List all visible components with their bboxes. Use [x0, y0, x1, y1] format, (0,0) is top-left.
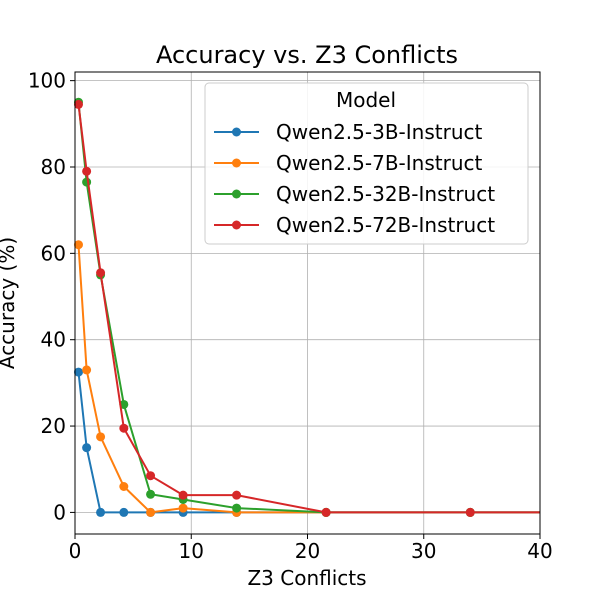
y-tick-label: 40	[41, 328, 66, 352]
chart-title: Accuracy vs. Z3 Conflicts	[156, 41, 458, 69]
y-tick-label: 100	[28, 69, 66, 93]
legend-marker	[232, 189, 241, 199]
x-tick-label: 40	[527, 539, 552, 563]
data-point	[82, 166, 92, 176]
data-point	[119, 482, 129, 492]
data-point	[178, 490, 188, 500]
data-point	[96, 507, 106, 517]
legend: Model Qwen2.5-3B-Instruct Qwen2.5-7B-Inst…	[204, 82, 529, 245]
legend-label: Qwen2.5-32B-Instruct	[276, 182, 495, 206]
legend-label: Qwen2.5-3B-Instruct	[276, 120, 482, 144]
data-point	[119, 507, 129, 517]
y-tick-label: 0	[53, 500, 66, 524]
data-point	[73, 367, 83, 377]
y-tick-label: 60	[41, 241, 66, 265]
data-point	[73, 240, 83, 250]
legend-label: Qwen2.5-72B-Instruct	[276, 213, 495, 237]
legend-label: Qwen2.5-7B-Instruct	[276, 151, 482, 175]
data-point	[96, 268, 106, 278]
data-point	[82, 443, 92, 453]
series-1	[73, 367, 540, 517]
legend-item: Qwen2.5-32B-Instruct	[214, 182, 495, 206]
data-point	[146, 489, 156, 499]
data-point	[96, 432, 106, 442]
data-point	[146, 507, 156, 517]
legend-title: Model	[336, 88, 396, 112]
y-tick-label: 20	[41, 414, 66, 438]
legend-item: Qwen2.5-72B-Instruct	[214, 213, 495, 237]
y-axis-label: Accuracy (%)	[0, 237, 19, 369]
legend-box	[204, 82, 529, 245]
legend-marker	[232, 220, 241, 230]
x-axis-label: Z3 Conflicts	[247, 566, 366, 590]
data-point	[232, 490, 242, 500]
data-point	[82, 365, 92, 375]
series-2	[73, 240, 540, 517]
x-tick-label: 20	[295, 539, 320, 563]
data-point	[232, 503, 242, 513]
legend-item: Qwen2.5-3B-Instruct	[214, 120, 482, 144]
data-point	[119, 423, 129, 433]
data-point	[146, 471, 156, 481]
data-point	[73, 99, 83, 109]
y-tick-label: 80	[41, 155, 66, 179]
axis-ticks: 0 10 20 30 40 0 20 40 60 80 100	[28, 69, 553, 563]
data-point	[465, 507, 475, 517]
x-tick-label: 30	[411, 539, 436, 563]
series-layer	[73, 97, 540, 517]
series-4	[73, 99, 540, 517]
data-point	[82, 177, 92, 187]
data-point	[178, 503, 188, 513]
legend-marker	[232, 158, 241, 168]
x-tick-label: 0	[69, 539, 82, 563]
series-line	[77, 104, 540, 514]
data-point	[321, 507, 331, 517]
x-tick-label: 10	[179, 539, 204, 563]
legend-marker	[232, 127, 241, 137]
legend-item: Qwen2.5-7B-Instruct	[214, 151, 482, 175]
